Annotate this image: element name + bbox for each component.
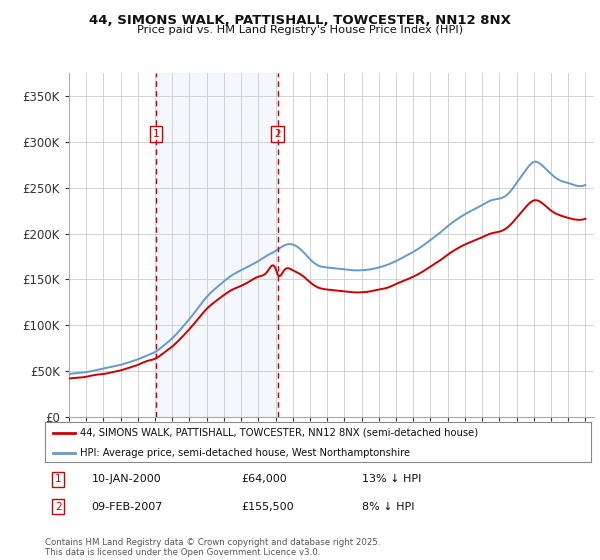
Text: Contains HM Land Registry data © Crown copyright and database right 2025.
This d: Contains HM Land Registry data © Crown c… bbox=[45, 538, 380, 557]
Bar bbox=[156, 73, 278, 417]
Text: 8% ↓ HPI: 8% ↓ HPI bbox=[362, 502, 414, 512]
Text: 1: 1 bbox=[55, 474, 61, 484]
Text: Price paid vs. HM Land Registry's House Price Index (HPI): Price paid vs. HM Land Registry's House … bbox=[137, 25, 463, 35]
Text: £155,500: £155,500 bbox=[242, 502, 294, 512]
Text: 44, SIMONS WALK, PATTISHALL, TOWCESTER, NN12 8NX: 44, SIMONS WALK, PATTISHALL, TOWCESTER, … bbox=[89, 14, 511, 27]
Text: HPI: Average price, semi-detached house, West Northamptonshire: HPI: Average price, semi-detached house,… bbox=[80, 448, 410, 458]
Text: 10-JAN-2000: 10-JAN-2000 bbox=[91, 474, 161, 484]
Text: £64,000: £64,000 bbox=[242, 474, 287, 484]
Text: 44, SIMONS WALK, PATTISHALL, TOWCESTER, NN12 8NX (semi-detached house): 44, SIMONS WALK, PATTISHALL, TOWCESTER, … bbox=[80, 428, 479, 437]
Text: 2: 2 bbox=[274, 129, 281, 139]
Text: 2: 2 bbox=[55, 502, 61, 512]
Text: 09-FEB-2007: 09-FEB-2007 bbox=[91, 502, 163, 512]
Text: 13% ↓ HPI: 13% ↓ HPI bbox=[362, 474, 421, 484]
Text: 1: 1 bbox=[152, 129, 159, 139]
